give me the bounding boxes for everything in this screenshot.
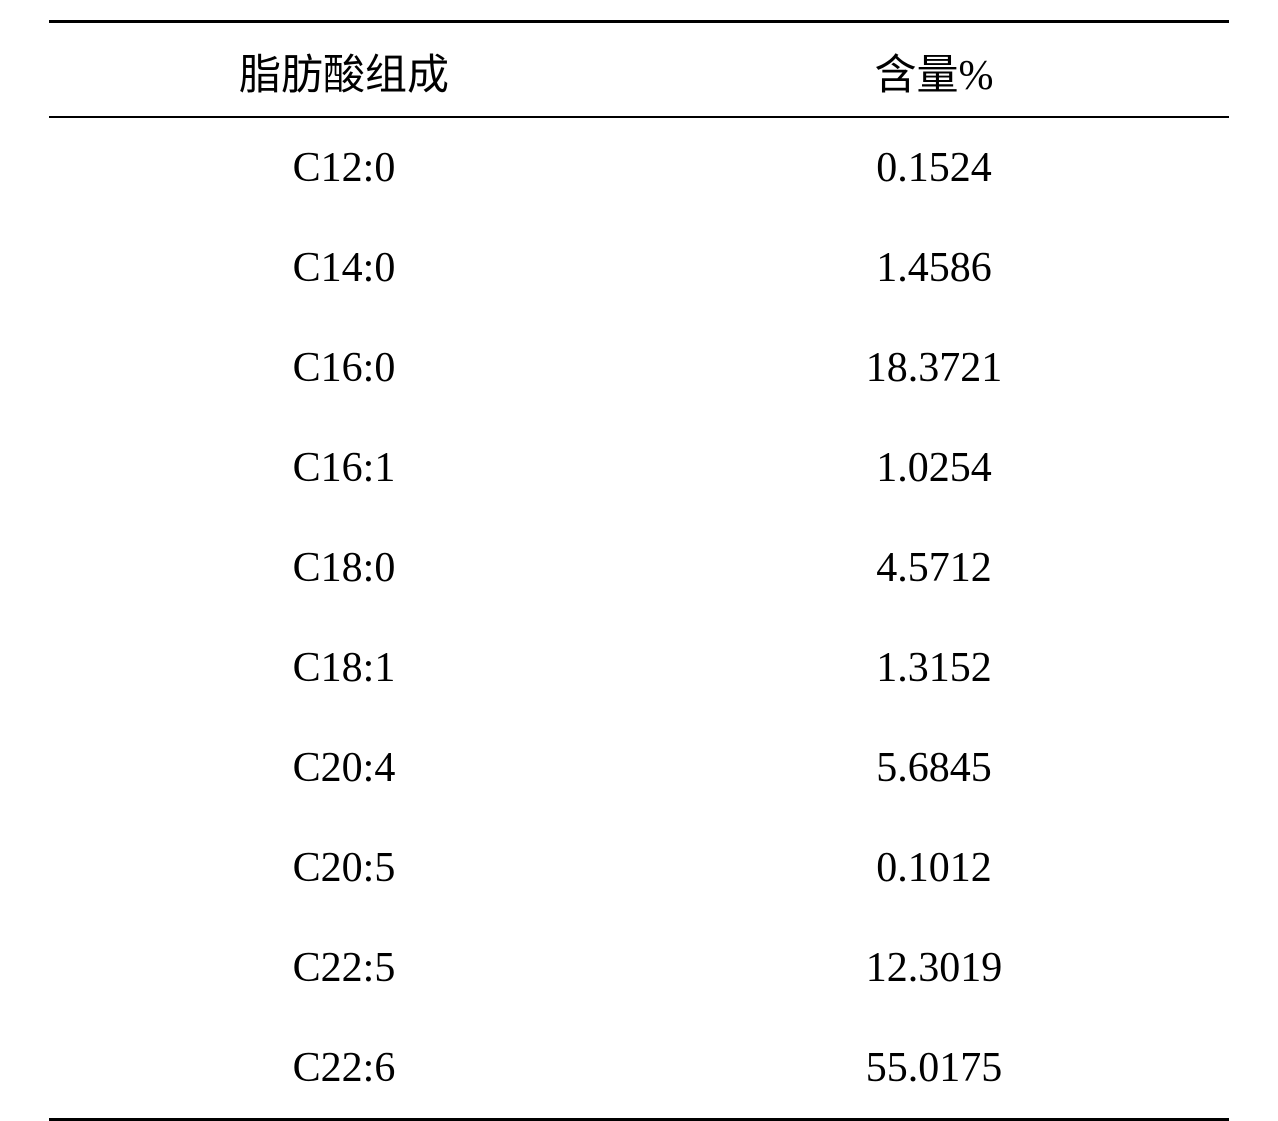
table-header-row: 脂肪酸组成 含量% <box>49 22 1229 118</box>
cell-content: 0.1524 <box>639 117 1229 218</box>
cell-composition: C14:0 <box>49 218 639 318</box>
table-row: C12:0 0.1524 <box>49 117 1229 218</box>
cell-composition: C16:1 <box>49 418 639 518</box>
cell-composition: C18:1 <box>49 618 639 718</box>
cell-content: 5.6845 <box>639 718 1229 818</box>
fatty-acid-table-container: 脂肪酸组成 含量% C12:0 0.1524 C14:0 1.4586 C16:… <box>49 20 1229 1121</box>
cell-content: 12.3019 <box>639 918 1229 1018</box>
table-body: C12:0 0.1524 C14:0 1.4586 C16:0 18.3721 … <box>49 117 1229 1120</box>
cell-content: 4.5712 <box>639 518 1229 618</box>
table-row: C18:0 4.5712 <box>49 518 1229 618</box>
column-header-composition: 脂肪酸组成 <box>49 22 639 118</box>
table-row: C20:4 5.6845 <box>49 718 1229 818</box>
table-row: C16:0 18.3721 <box>49 318 1229 418</box>
table-row: C22:6 55.0175 <box>49 1018 1229 1120</box>
table-row: C20:5 0.1012 <box>49 818 1229 918</box>
cell-composition: C20:5 <box>49 818 639 918</box>
table-row: C16:1 1.0254 <box>49 418 1229 518</box>
cell-composition: C12:0 <box>49 117 639 218</box>
table-row: C14:0 1.4586 <box>49 218 1229 318</box>
table-row: C22:5 12.3019 <box>49 918 1229 1018</box>
table-row: C18:1 1.3152 <box>49 618 1229 718</box>
cell-content: 1.4586 <box>639 218 1229 318</box>
cell-composition: C22:6 <box>49 1018 639 1120</box>
fatty-acid-table: 脂肪酸组成 含量% C12:0 0.1524 C14:0 1.4586 C16:… <box>49 20 1229 1121</box>
cell-content: 1.3152 <box>639 618 1229 718</box>
cell-content: 0.1012 <box>639 818 1229 918</box>
cell-composition: C18:0 <box>49 518 639 618</box>
cell-content: 18.3721 <box>639 318 1229 418</box>
column-header-content: 含量% <box>639 22 1229 118</box>
cell-composition: C22:5 <box>49 918 639 1018</box>
cell-content: 1.0254 <box>639 418 1229 518</box>
cell-composition: C16:0 <box>49 318 639 418</box>
cell-composition: C20:4 <box>49 718 639 818</box>
cell-content: 55.0175 <box>639 1018 1229 1120</box>
